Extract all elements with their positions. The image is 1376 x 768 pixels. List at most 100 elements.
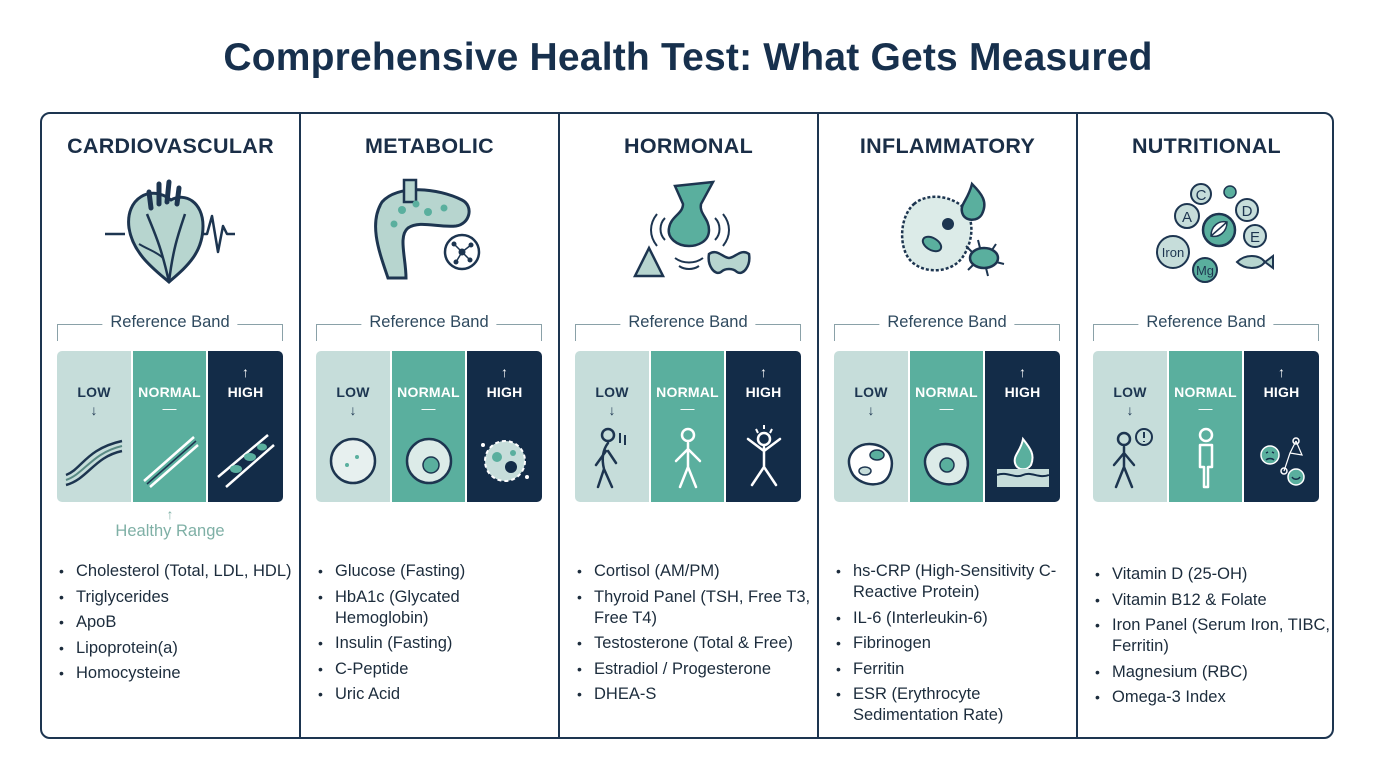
vitamin-c-label: C (1195, 187, 1206, 204)
stressed-person-icon (746, 425, 781, 487)
list-item: Vitamin B12 & Folate (1093, 590, 1333, 611)
heart-icon (104, 179, 235, 284)
immune-cell-icon (847, 442, 893, 486)
dash-mark-icon: — (162, 400, 177, 416)
list-item: C-Peptide (316, 659, 556, 680)
column-divider (1076, 112, 1078, 739)
page-title: Comprehensive Health Test: What Gets Mea… (223, 36, 1153, 79)
resting-cell-icon (923, 442, 969, 486)
band-low-label: LOW (77, 384, 111, 400)
list-item: hs-CRP (High-Sensitivity C-Reactive Prot… (834, 561, 1074, 603)
band-low-label: LOW (595, 384, 629, 400)
up-arrow-icon: ↑ (242, 364, 249, 380)
down-arrow-icon: ↓ (867, 402, 875, 418)
reference-band-label: Reference Band (620, 313, 756, 332)
reference-band: LOW ↓ NORMAL — ↑ HIGH (1093, 351, 1319, 502)
list-item: Triglycerides (57, 587, 297, 608)
band-normal: NORMAL — (131, 351, 208, 502)
up-arrow-icon: ↑ (166, 506, 174, 522)
reference-band-header: Reference Band (316, 313, 542, 341)
small-cell-icon (329, 437, 377, 485)
down-arrow-icon: ↓ (608, 402, 616, 418)
list-item: Ferritin (834, 659, 1074, 680)
reference-band-label: Reference Band (361, 313, 497, 332)
plaque-artery-icon (216, 434, 275, 488)
test-list: Cortisol (AM/PM) Thyroid Panel (TSH, Fre… (575, 561, 815, 710)
vitamin-d-label: D (1241, 203, 1252, 220)
list-item: Iron Panel (Serum Iron, TIBC, Ferritin) (1093, 615, 1333, 657)
list-item: Lipoprotein(a) (57, 638, 297, 659)
band-low-label: LOW (1113, 384, 1147, 400)
list-item: Omega-3 Index (1093, 687, 1333, 708)
column-divider (558, 112, 560, 739)
reference-band-label: Reference Band (102, 313, 238, 332)
category-title: CARDIOVASCULAR (67, 134, 274, 158)
list-item: Vitamin D (25-OH) (1093, 564, 1333, 585)
category-nutritional: NUTRITIONAL A C D E Iron Mg Reference Ba… (1077, 112, 1336, 739)
band-high-label: HIGH (1004, 384, 1041, 400)
category-title: HORMONAL (624, 134, 753, 158)
list-item: Magnesium (RBC) (1093, 662, 1333, 683)
excess-nutrients-icon (1259, 437, 1305, 486)
magnesium-label: Mg (1195, 263, 1213, 278)
iron-label: Iron (1161, 245, 1183, 260)
list-item: Cortisol (AM/PM) (575, 561, 815, 582)
band-normal-label: NORMAL (1174, 384, 1237, 400)
reference-band-header: Reference Band (575, 313, 801, 341)
down-arrow-icon: ↓ (1126, 402, 1134, 418)
list-item: DHEA-S (575, 684, 815, 705)
category-title: METABOLIC (365, 134, 494, 158)
band-normal: NORMAL — (390, 351, 467, 502)
nutrients-icon: A C D E Iron Mg (1155, 183, 1274, 283)
category-title: INFLAMMATORY (859, 134, 1036, 158)
band-high-label: HIGH (745, 384, 782, 400)
test-list: Cholesterol (Total, LDL, HDL) Triglyceri… (57, 561, 297, 689)
tired-person-icon (594, 427, 626, 489)
dash-mark-icon: — (1198, 400, 1213, 416)
band-normal-label: NORMAL (138, 384, 201, 400)
list-item: HbA1c (Glycated Hemoglobin) (316, 587, 556, 629)
inflamed-cell-icon (900, 181, 1004, 277)
category-metabolic: METABOLIC Reference Band LOW ↓ N (300, 112, 559, 739)
list-item: Fibrinogen (834, 633, 1074, 654)
band-normal: NORMAL — (1167, 351, 1244, 502)
up-arrow-icon: ↑ (501, 364, 508, 380)
band-high: ↑ HIGH (985, 351, 1060, 502)
band-low-label: LOW (854, 384, 888, 400)
list-item: Estradiol / Progesterone (575, 659, 815, 680)
list-item: Testosterone (Total & Free) (575, 633, 815, 654)
list-item: Uric Acid (316, 684, 556, 705)
band-high: ↑ HIGH (1244, 351, 1319, 502)
band-normal: NORMAL — (908, 351, 985, 502)
band-high: ↑ HIGH (726, 351, 801, 502)
list-item: Homocysteine (57, 663, 297, 684)
vitamin-e-label: E (1249, 229, 1259, 246)
band-normal: NORMAL — (649, 351, 726, 502)
list-item: IL-6 (Interleukin-6) (834, 608, 1074, 629)
category-cardiovascular: CARDIOVASCULAR Reference Band LOW ↓ NORM… (41, 112, 300, 739)
band-high: ↑ HIGH (467, 351, 542, 502)
reference-band: LOW ↓ NORMAL — ↑ HIGH (834, 351, 1060, 502)
band-low-label: LOW (336, 384, 370, 400)
panel-frame (40, 112, 1334, 739)
list-item: ESR (Erythrocyte Sedimentation Rate) (834, 684, 1074, 726)
list-item: ApoB (57, 612, 297, 633)
reference-band: LOW ↓ NORMAL — ↑ HIGH (575, 351, 801, 502)
dash-mark-icon: — (680, 400, 695, 416)
category-title: NUTRITIONAL (1131, 134, 1281, 158)
healthy-range-annotation: ↑ Healthy Range (57, 506, 283, 541)
up-arrow-icon: ↑ (760, 364, 767, 380)
healthy-person-icon (1198, 427, 1213, 489)
reference-band-header: Reference Band (1093, 313, 1319, 341)
band-high-label: HIGH (1263, 384, 1300, 400)
reference-band-label: Reference Band (1138, 313, 1274, 332)
list-item: Thyroid Panel (TSH, Free T3, Free T4) (575, 587, 815, 629)
reference-band-header: Reference Band (834, 313, 1060, 341)
band-low: LOW ↓ (575, 351, 649, 502)
band-low: LOW ↓ (57, 351, 131, 502)
glands-icon (632, 180, 751, 278)
test-list: Glucose (Fasting) HbA1c (Glycated Hemogl… (316, 561, 556, 710)
down-arrow-icon: ↓ (90, 402, 98, 418)
up-arrow-icon: ↑ (1019, 364, 1026, 380)
reference-band-header: Reference Band (57, 313, 283, 341)
